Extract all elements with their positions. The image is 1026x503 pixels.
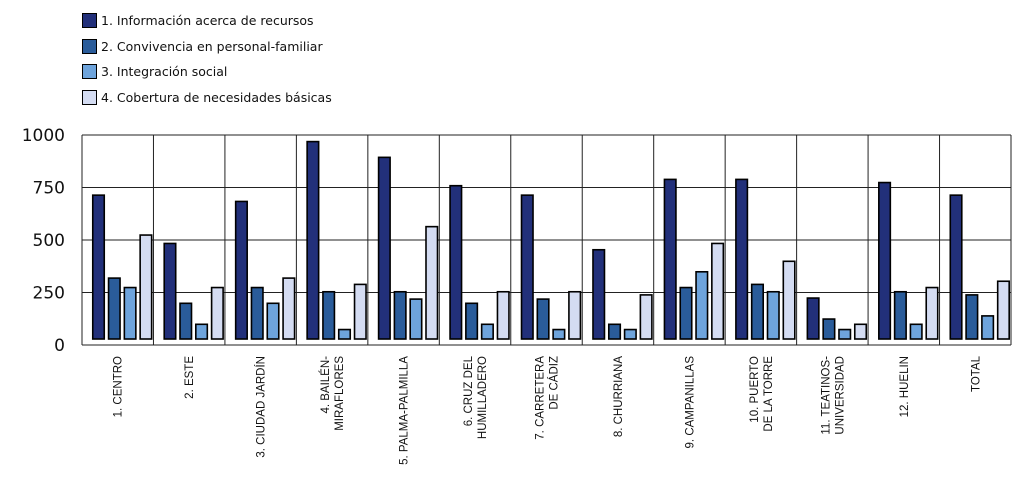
bar <box>949 194 963 340</box>
x-tick-label: DE CÁDIZ <box>548 356 561 410</box>
bar <box>536 298 550 340</box>
x-tick-label: 5. PALMA-PALMILLA <box>399 356 411 465</box>
bar <box>337 328 352 340</box>
bar <box>822 318 836 340</box>
bar <box>909 323 923 340</box>
bar <box>266 302 280 340</box>
bar <box>552 328 566 340</box>
bar <box>782 260 796 340</box>
bar <box>179 302 193 340</box>
bar <box>568 290 582 340</box>
legend-swatch <box>82 64 97 80</box>
x-tick-label: 6. CRUZ DEL <box>463 355 475 426</box>
x-tick-label: 3. CIUDAD JARDÍN <box>255 356 268 458</box>
bar <box>123 286 137 340</box>
y-tick-label: 250 <box>33 284 65 304</box>
bar <box>965 294 979 340</box>
bar <box>838 328 852 340</box>
bar <box>465 302 479 340</box>
legend-item: 1. Información acerca de recursos <box>82 8 332 34</box>
bar <box>623 328 637 340</box>
bar <box>163 242 177 340</box>
bar <box>735 178 749 340</box>
bar <box>695 270 709 340</box>
legend-item: 2. Convivencia en personal-familiar <box>82 34 332 60</box>
legend-swatch <box>82 89 97 105</box>
legend-label: 2. Convivencia en personal-familiar <box>101 38 323 54</box>
x-tick-label: 10. PUERTO <box>749 356 761 423</box>
x-tick-label: 4. BAILÉN- <box>319 356 332 414</box>
bar <box>853 323 868 340</box>
x-tick-label: 12. HUELIN <box>899 356 911 417</box>
x-tick-label: DE LA TORRE <box>763 356 775 432</box>
bar <box>592 248 606 340</box>
bar <box>282 277 296 340</box>
bar <box>139 234 153 340</box>
bar <box>393 290 407 340</box>
bar <box>195 323 209 340</box>
x-tick-label: 1. CENTRO <box>113 356 125 417</box>
legend-swatch <box>82 38 97 54</box>
bar <box>91 194 106 340</box>
bar <box>480 323 494 340</box>
bar <box>878 181 892 340</box>
bar <box>607 323 622 340</box>
legend-item: 3. Integración social <box>82 59 332 85</box>
legend-label: 1. Información acerca de recursos <box>101 13 314 29</box>
bar <box>377 156 391 340</box>
bar <box>322 290 336 340</box>
bar <box>925 286 939 340</box>
legend-label: 3. Integración social <box>101 64 228 80</box>
bar <box>234 200 248 340</box>
bar <box>893 290 907 340</box>
bar <box>250 286 264 340</box>
bar <box>996 280 1010 340</box>
x-tick-label: HUMILLADERO <box>477 356 489 439</box>
bar <box>663 178 677 340</box>
bar <box>210 286 224 340</box>
bar <box>639 294 653 340</box>
x-tick-label: 9. CAMPANILLAS <box>684 356 696 449</box>
y-tick-label: 750 <box>33 179 65 199</box>
bar <box>306 140 320 340</box>
bar <box>496 290 510 340</box>
bar <box>981 315 995 340</box>
x-tick-label: 11. TEATINOS- <box>820 356 832 435</box>
bar <box>425 225 439 340</box>
bar <box>449 184 463 340</box>
x-tick-label: 8. CHURRIANA <box>613 356 625 437</box>
legend: 1. Información acerca de recursos 2. Con… <box>82 8 332 110</box>
legend-swatch <box>82 13 97 29</box>
x-tick-label: 2. ESTE <box>184 356 196 399</box>
bar <box>806 297 820 340</box>
x-tick-label: 7. CARRETERA <box>535 356 547 440</box>
y-tick-label: 500 <box>33 231 65 251</box>
x-tick-label: UNIVERSIDAD <box>834 356 846 435</box>
legend-item: 4. Cobertura de necesidades básicas <box>82 85 332 111</box>
bar <box>520 194 534 340</box>
bar <box>353 283 367 340</box>
x-tick-label: MIRAFLORES <box>334 356 346 431</box>
bar <box>766 290 780 340</box>
x-tick-label: TOTAL <box>970 355 982 392</box>
bar <box>107 277 121 340</box>
y-tick-label: 1000 <box>22 126 65 146</box>
bar <box>750 283 765 340</box>
bar <box>679 286 693 340</box>
y-tick-label: 0 <box>54 336 65 356</box>
bar <box>711 242 725 340</box>
bar <box>409 298 423 340</box>
legend-label: 4. Cobertura de necesidades básicas <box>101 89 332 105</box>
